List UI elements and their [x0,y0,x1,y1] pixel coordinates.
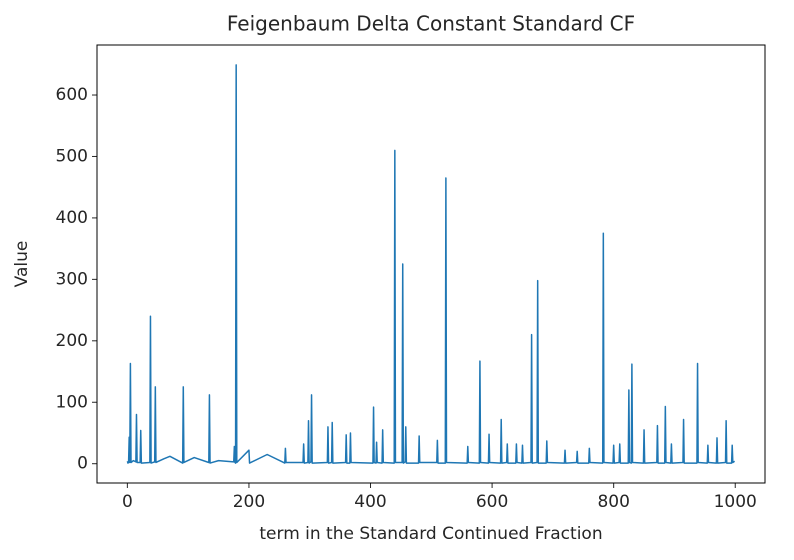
x-tick-label: 600 [476,492,508,512]
y-tick-label: 400 [56,208,88,228]
y-axis-label: Value [12,241,32,288]
y-tick-label: 100 [56,392,88,412]
x-tick-label: 800 [597,492,629,512]
chart-title: Feigenbaum Delta Constant Standard CF [227,12,635,36]
data-line [126,64,736,464]
x-tick-label: 1000 [714,492,757,512]
x-tick-label: 400 [354,492,386,512]
plot-frame [96,44,766,484]
x-tick-label: 0 [122,492,133,512]
y-tick-label: 600 [56,85,88,105]
x-tick-label: 200 [233,492,265,512]
y-tick-label: 500 [56,146,88,166]
y-tick-label: 0 [77,454,88,474]
y-tick-label: 300 [56,269,88,289]
x-axis-label: term in the Standard Continued Fraction [259,524,602,544]
y-tick-label: 200 [56,331,88,351]
